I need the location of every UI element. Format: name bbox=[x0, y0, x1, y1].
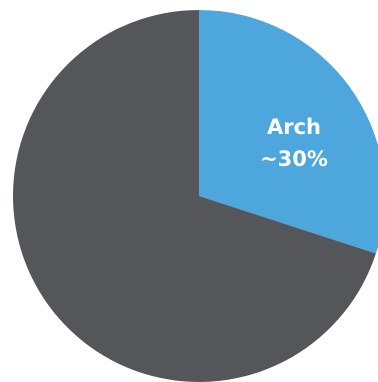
pie-slices bbox=[13, 10, 378, 382]
pie-labels: Arch ~30% bbox=[260, 115, 328, 171]
pie-slice-arch bbox=[199, 10, 378, 254]
slice-label-arch-value: ~30% bbox=[260, 147, 328, 171]
pie-slice-other-1 bbox=[13, 10, 376, 382]
slice-label-arch-name: Arch bbox=[267, 115, 321, 139]
